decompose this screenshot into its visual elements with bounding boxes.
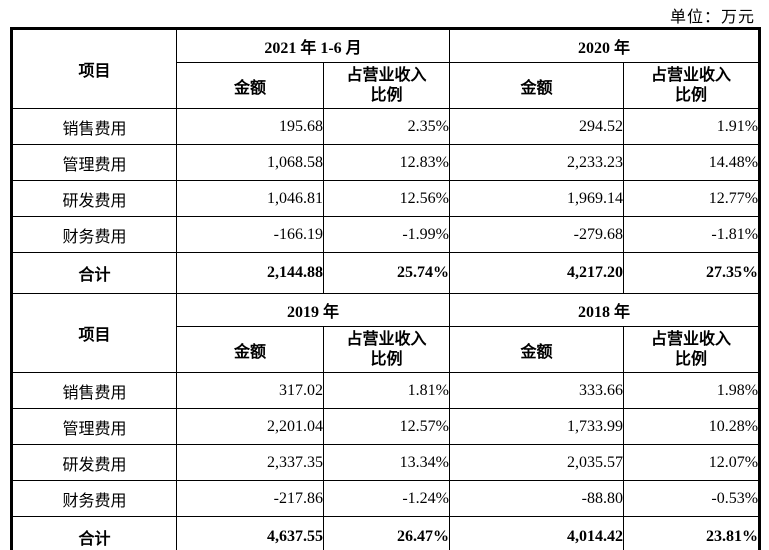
ratio-cell: 12.07% xyxy=(622,444,761,481)
total-amount-cell: 2,144.88 xyxy=(176,252,324,294)
ratio-cell: 12.83% xyxy=(323,144,450,181)
total-label: 合计 xyxy=(11,516,177,550)
amount-subheader: 金额 xyxy=(449,62,624,109)
unit-label: 单位：万元 xyxy=(669,9,755,26)
table-subheader-row: 金额 占营业收入 比例 金额 占营业收入 比例 xyxy=(12,62,761,109)
ratio-cell: 2.35% xyxy=(323,108,450,145)
row-label: 管理费用 xyxy=(11,144,177,181)
ratio-cell: 12.57% xyxy=(323,408,450,445)
total-row: 合计 4,637.55 26.47% 4,014.42 23.81% xyxy=(11,516,761,550)
total-label: 合计 xyxy=(11,252,177,294)
ratio-cell: 1.91% xyxy=(622,108,761,145)
total-ratio-cell: 23.81% xyxy=(622,516,761,550)
ratio-cell: -1.24% xyxy=(323,480,450,517)
ratio-cell: 1.98% xyxy=(622,372,761,409)
ratio-cell: -0.53% xyxy=(622,480,761,517)
total-ratio-cell: 26.47% xyxy=(323,516,450,550)
table-row: 财务费用 -217.86 -1.24% -88.80 -0.53% xyxy=(11,480,761,517)
table-row: 管理费用 1,068.58 12.83% 2,233.23 14.48% xyxy=(11,144,761,181)
amount-cell: 2,337.35 xyxy=(176,444,324,481)
amount-cell: 1,733.99 xyxy=(449,408,624,445)
period-header-2018: 2018 年 xyxy=(448,293,761,327)
ratio-cell: 1.81% xyxy=(323,372,450,409)
table-row: 销售费用 317.02 1.81% 333.66 1.98% xyxy=(11,372,761,409)
row-label: 管理费用 xyxy=(11,408,177,445)
amount-cell: 317.02 xyxy=(176,372,324,409)
amount-subheader: 金额 xyxy=(176,62,324,109)
table-row: 销售费用 195.68 2.35% 294.52 1.91% xyxy=(11,108,761,145)
table-row: 研发费用 2,337.35 13.34% 2,035.57 12.07% xyxy=(11,444,761,481)
amount-cell: 195.68 xyxy=(176,108,324,145)
amount-cell: 1,969.14 xyxy=(449,180,624,217)
amount-cell: 333.66 xyxy=(449,372,624,409)
amount-cell: -279.68 xyxy=(449,216,624,253)
item-column-header: 项目 xyxy=(11,293,177,373)
ratio-subheader: 占营业收入 比例 xyxy=(622,62,761,109)
ratio-cell: 10.28% xyxy=(622,408,761,445)
item-column-header: 项目 xyxy=(11,28,177,109)
total-amount-cell: 4,217.20 xyxy=(449,252,624,294)
table-header-row: 项目 2019 年 2018 年 xyxy=(11,293,761,373)
ratio-subheader: 占营业收入 比例 xyxy=(323,62,450,109)
table-row: 研发费用 1,046.81 12.56% 1,969.14 12.77% xyxy=(11,180,761,217)
row-label: 研发费用 xyxy=(11,444,177,481)
row-label: 财务费用 xyxy=(11,480,177,517)
row-label: 销售费用 xyxy=(11,108,177,145)
ratio-cell: 12.77% xyxy=(622,180,761,217)
ratio-subheader: 占营业收入 比例 xyxy=(622,326,761,373)
amount-cell: 2,201.04 xyxy=(176,408,324,445)
total-amount-cell: 4,637.55 xyxy=(176,516,324,550)
amount-cell: -88.80 xyxy=(449,480,624,517)
total-amount-cell: 4,014.42 xyxy=(449,516,624,550)
ratio-cell: -1.99% xyxy=(323,216,450,253)
total-ratio-cell: 27.35% xyxy=(622,252,761,294)
amount-subheader: 金额 xyxy=(176,326,324,373)
ratio-cell: -1.81% xyxy=(622,216,761,253)
amount-cell: 2,233.23 xyxy=(449,144,624,181)
row-label: 研发费用 xyxy=(11,180,177,217)
ratio-subheader: 占营业收入 比例 xyxy=(323,326,450,373)
table-subheader-row: 金额 占营业收入 比例 金额 占营业收入 比例 xyxy=(12,326,761,373)
period-header-2020: 2020 年 xyxy=(448,28,761,63)
total-ratio-cell: 25.74% xyxy=(323,252,450,294)
amount-subheader: 金额 xyxy=(449,326,624,373)
amount-cell: 294.52 xyxy=(449,108,624,145)
amount-cell: 1,046.81 xyxy=(176,180,324,217)
period-header-2019: 2019 年 xyxy=(176,293,450,327)
table-row: 管理费用 2,201.04 12.57% 1,733.99 10.28% xyxy=(11,408,761,445)
table-header-row: 项目 2021 年 1-6 月 2020 年 xyxy=(11,28,761,109)
amount-cell: -166.19 xyxy=(176,216,324,253)
ratio-cell: 12.56% xyxy=(323,180,450,217)
period-header-2021h1: 2021 年 1-6 月 xyxy=(176,28,450,63)
ratio-cell: 14.48% xyxy=(622,144,761,181)
table-row: 财务费用 -166.19 -1.99% -279.68 -1.81% xyxy=(11,216,761,253)
row-label: 销售费用 xyxy=(11,372,177,409)
amount-cell: -217.86 xyxy=(176,480,324,517)
total-row: 合计 2,144.88 25.74% 4,217.20 27.35% xyxy=(11,252,761,294)
amount-cell: 1,068.58 xyxy=(176,144,324,181)
ratio-cell: 13.34% xyxy=(323,444,450,481)
row-label: 财务费用 xyxy=(11,216,177,253)
amount-cell: 2,035.57 xyxy=(449,444,624,481)
expense-table: 项目 2021 年 1-6 月 2020 年 金额 占营业收入 比例 金额 占营… xyxy=(10,27,762,550)
